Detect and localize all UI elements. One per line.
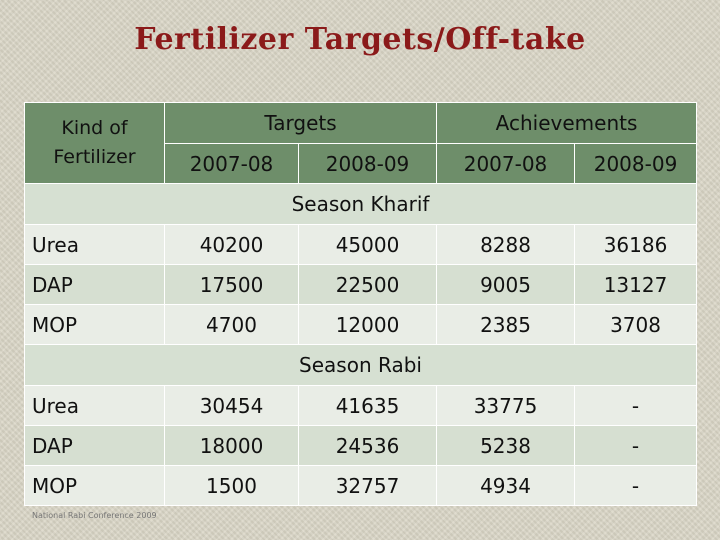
header-year: 2008-09 [574, 143, 698, 184]
table-cell: 40200 [164, 224, 299, 265]
table-cell: 22500 [297, 264, 438, 305]
table-cell: 32757 [297, 465, 438, 506]
header-year: 2007-08 [164, 143, 299, 184]
fertilizer-name: Urea [24, 385, 165, 426]
table-row: Urea 40200 45000 8288 36186 [24, 224, 698, 265]
table-cell: 24536 [297, 425, 438, 466]
table-row: MOP 4700 12000 2385 3708 [24, 304, 698, 345]
table-cell: 18000 [164, 425, 299, 466]
header-year: 2007-08 [436, 143, 576, 184]
table-row: DAP 17500 22500 9005 13127 [24, 264, 698, 305]
season-rabi-label: Season Rabi [23, 344, 698, 386]
table-cell: - [574, 385, 698, 426]
table-row: MOP 1500 32757 4934 - [24, 465, 698, 506]
table-cell: - [574, 465, 698, 506]
table-cell: 4934 [436, 465, 576, 506]
page-title: Fertilizer Targets/Off-take [134, 22, 586, 57]
table-cell: 30454 [164, 385, 299, 426]
table-cell: 12000 [297, 304, 438, 345]
header-achievements: Achievements [436, 102, 698, 144]
header-year: 2008-09 [297, 143, 438, 184]
table-cell: 5238 [436, 425, 576, 466]
fertilizer-name: DAP [24, 264, 165, 305]
fertilizer-name: MOP [24, 304, 165, 345]
footer-note: National Rabi Conference 2009 [32, 511, 157, 520]
season-kharif-label: Season Kharif [23, 183, 698, 225]
fertilizer-name: DAP [24, 425, 165, 466]
table-cell: 13127 [574, 264, 698, 305]
header-targets: Targets [163, 102, 438, 144]
table-cell: 9005 [436, 264, 576, 305]
table-cell: 8288 [436, 224, 576, 265]
table-cell: 1500 [164, 465, 299, 506]
table-cell: 4700 [164, 304, 299, 345]
table-cell: 36186 [574, 224, 698, 265]
table-cell: 33775 [436, 385, 576, 426]
table-cell: 2385 [436, 304, 576, 345]
table-cell: 3708 [574, 304, 698, 345]
table-cell: 41635 [297, 385, 438, 426]
fertilizer-name: Urea [24, 224, 165, 265]
fertilizer-name: MOP [24, 465, 165, 506]
table-cell: - [574, 425, 698, 466]
table-row: DAP 18000 24536 5238 - [24, 425, 698, 466]
table-cell: 17500 [164, 264, 299, 305]
fertilizer-table: Kind of Fertilizer Targets Achievements … [23, 102, 698, 506]
table-cell: 45000 [297, 224, 438, 265]
table-row: Urea 30454 41635 33775 - [24, 385, 698, 426]
header-kind-of-fertilizer: Kind of Fertilizer [24, 102, 165, 184]
